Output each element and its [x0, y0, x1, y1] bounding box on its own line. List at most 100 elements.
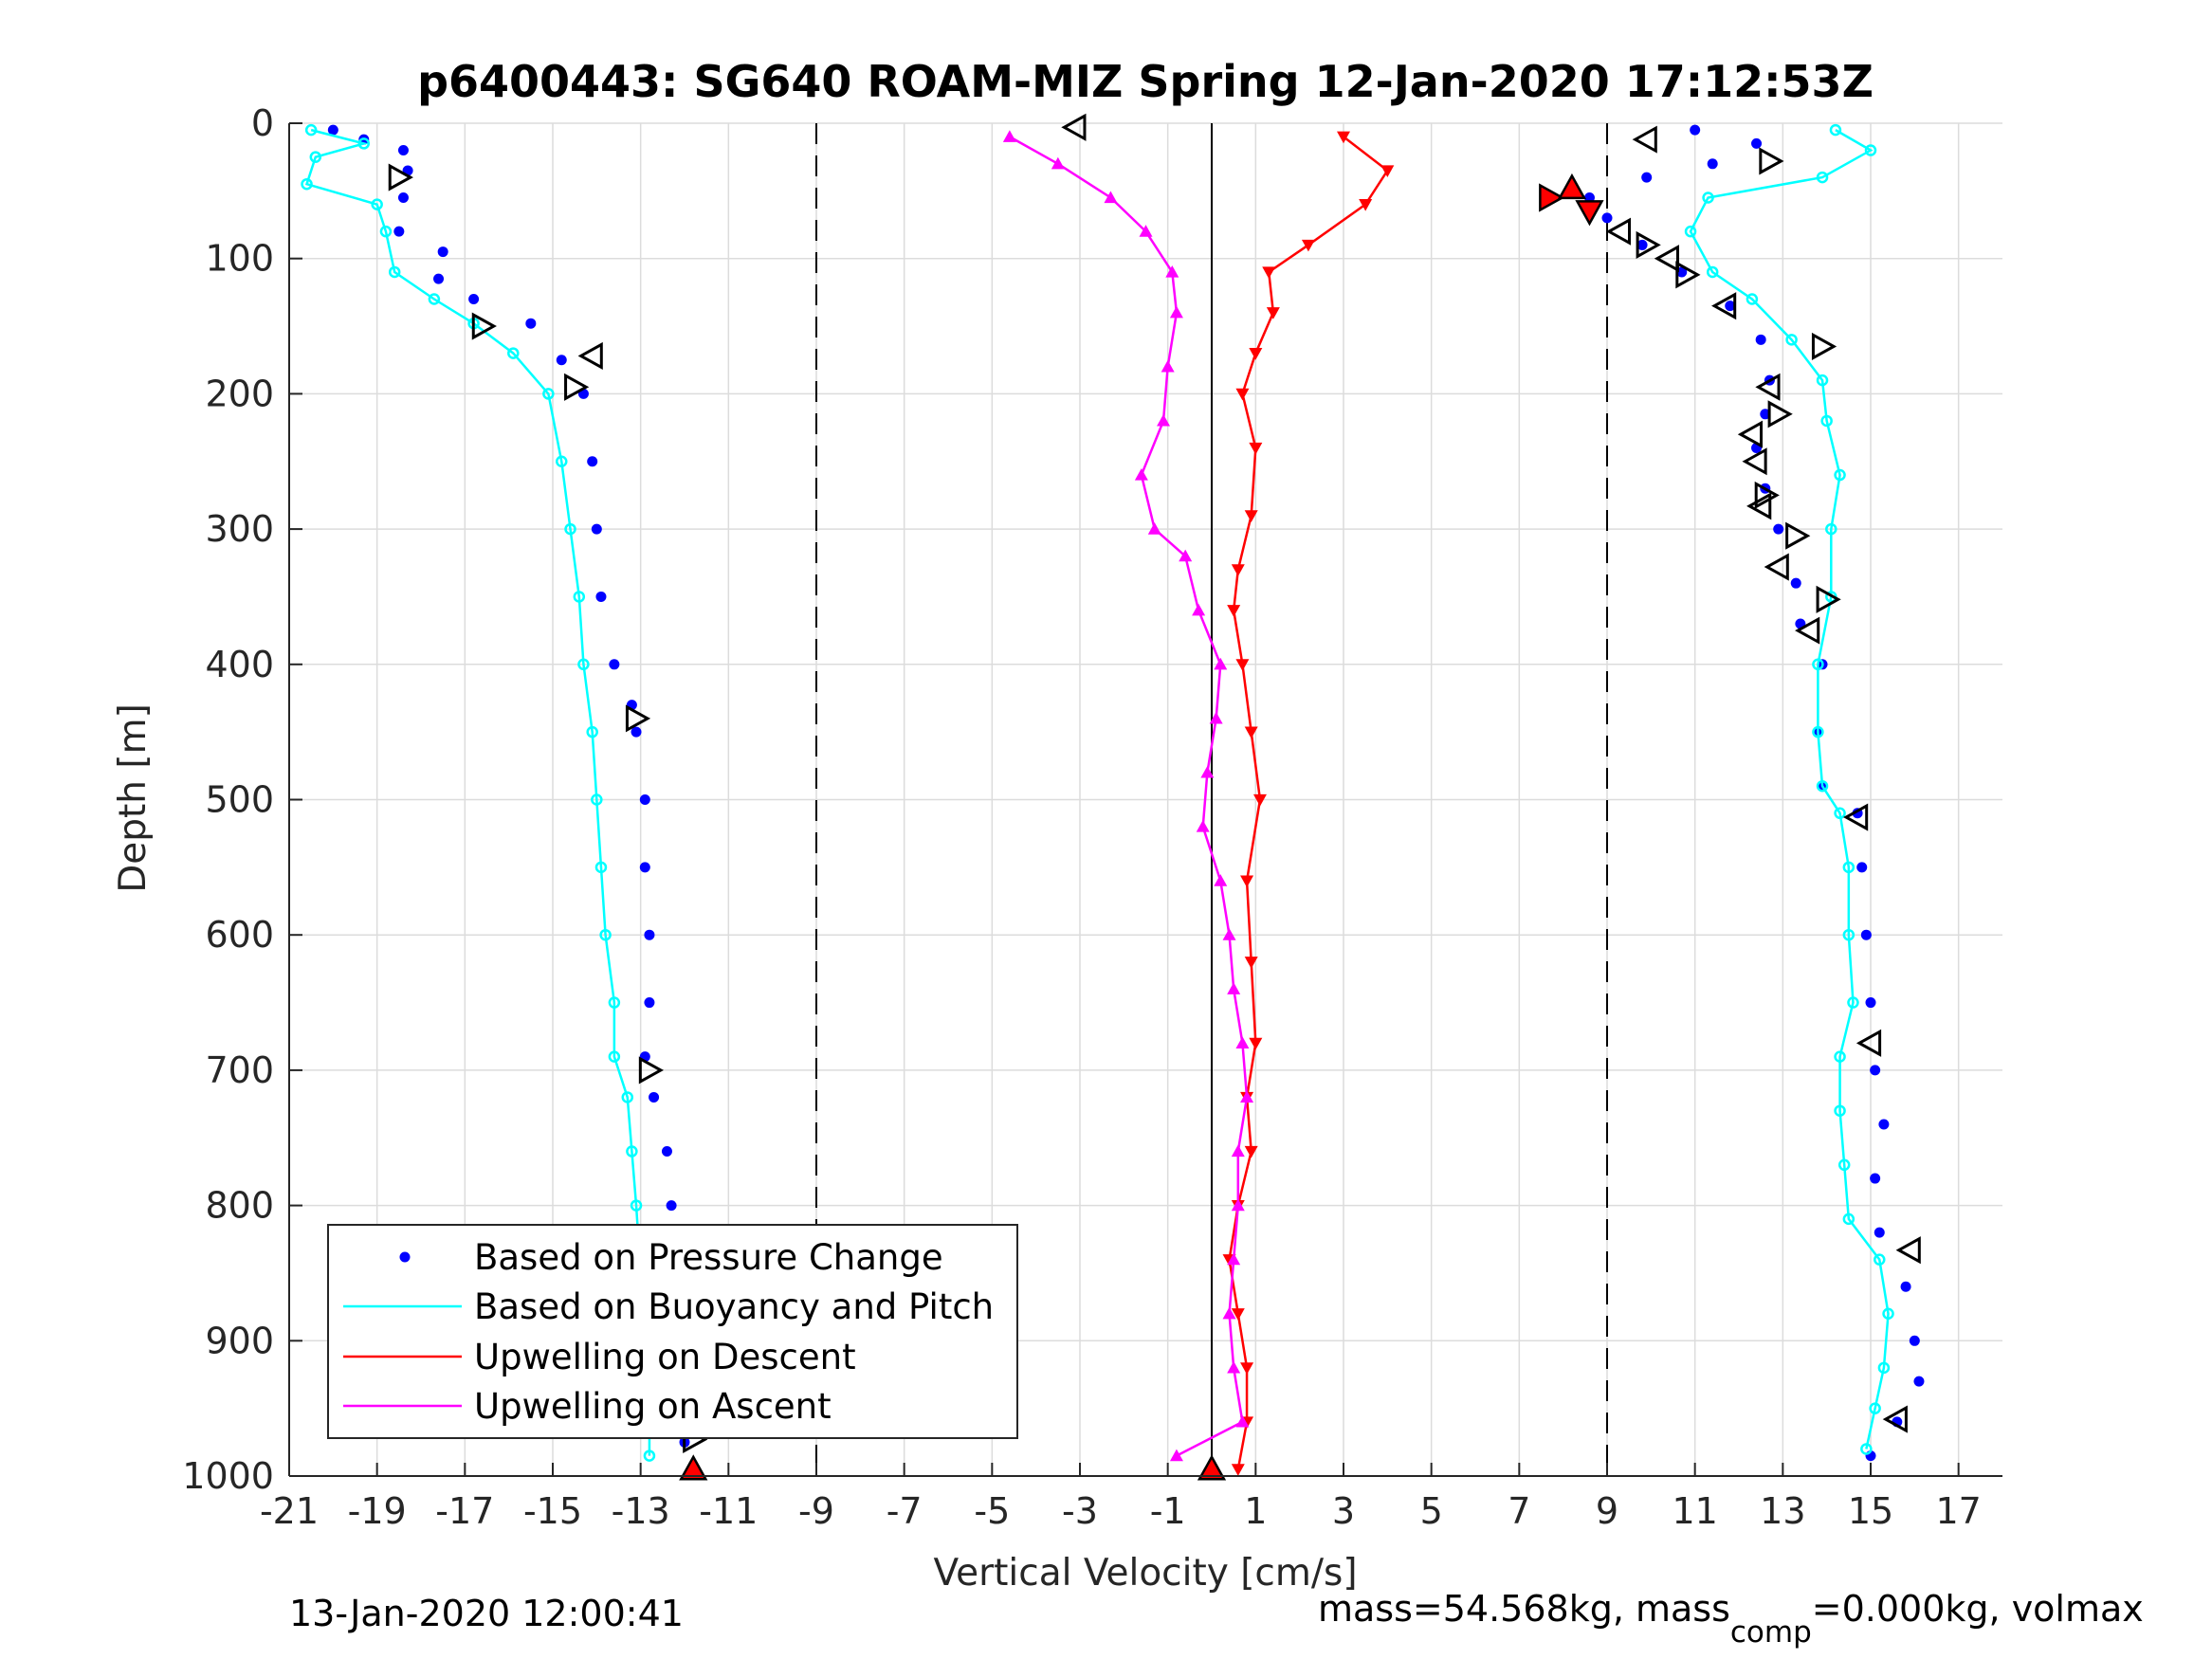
x-tick-label: -9: [798, 1490, 834, 1532]
data-point: [1785, 334, 1798, 346]
data-point: [1231, 1464, 1245, 1476]
event-marker: [1759, 147, 1784, 175]
data-point: [1231, 1308, 1245, 1321]
event-marker: [1764, 553, 1789, 581]
event-marker: [1746, 492, 1772, 520]
x-tick-label: 1: [1244, 1490, 1267, 1532]
data-point: [643, 1449, 656, 1462]
data-point: [1240, 1090, 1254, 1103]
y-tick-label: 400: [205, 644, 274, 685]
x-tick-label: -7: [887, 1490, 923, 1532]
data-point: [1690, 124, 1701, 136]
data-point: [1870, 1065, 1881, 1076]
data-point: [608, 1050, 621, 1063]
data-point: [631, 726, 642, 738]
y-tick-label: 300: [205, 508, 274, 550]
data-point: [1214, 657, 1228, 670]
data-point: [1636, 239, 1648, 250]
data-point: [1842, 1212, 1856, 1226]
data-point: [1829, 123, 1842, 137]
data-point: [1139, 225, 1153, 237]
event-marker: [1767, 400, 1793, 428]
data-point: [1337, 131, 1350, 144]
series-line: [1009, 136, 1249, 1457]
data-point: [1900, 1281, 1911, 1292]
apogee-marker: [1575, 200, 1604, 227]
data-point: [1235, 1036, 1250, 1048]
data-point: [591, 523, 602, 535]
data-point: [1882, 1307, 1894, 1321]
data-point: [1192, 603, 1206, 616]
series-line: [1689, 129, 1890, 1449]
data-point: [1870, 1173, 1881, 1184]
data-point: [1231, 564, 1245, 576]
data-point: [468, 294, 480, 305]
legend: Based on Pressure Change Based on Buoyanc…: [327, 1224, 1018, 1439]
data-point: [1227, 1252, 1241, 1266]
footer-mass-tail: =0.000kg, volmax: [1812, 1588, 2144, 1630]
data-point: [1773, 523, 1784, 535]
data-point: [1249, 1037, 1263, 1050]
data-point: [357, 137, 371, 150]
data-point: [1812, 658, 1824, 671]
data-point: [1837, 1158, 1851, 1172]
data-point: [1909, 1335, 1920, 1346]
data-point: [644, 929, 655, 940]
data-point: [1856, 862, 1868, 873]
x-tick-label: 13: [1760, 1490, 1805, 1532]
data-point: [1227, 982, 1241, 994]
data-point: [1262, 266, 1276, 279]
data-point: [1702, 191, 1714, 204]
data-point: [1249, 442, 1263, 455]
footer-mass: mass=54.568kg, masscomp=0.000kg, volmax: [1318, 1588, 2144, 1650]
event-marker: [1755, 373, 1781, 401]
data-point: [1834, 468, 1846, 482]
series-line: [304, 128, 651, 1456]
data-point: [379, 225, 393, 238]
data-point: [388, 265, 401, 279]
event-marker: [1636, 230, 1661, 259]
data-point: [594, 861, 608, 874]
event-marker: [1785, 521, 1811, 550]
data-point: [556, 355, 567, 366]
event-marker: [1711, 292, 1737, 320]
data-point: [591, 793, 603, 806]
x-tick-label: 5: [1420, 1490, 1443, 1532]
data-point: [1227, 1360, 1241, 1374]
x-tick-label: 17: [1935, 1490, 1981, 1532]
axes: [288, 122, 2002, 1477]
data-point: [1051, 156, 1065, 170]
data-point: [626, 1145, 638, 1158]
data-point: [1860, 929, 1872, 940]
legend-label: Based on Buoyancy and Pitch: [474, 1286, 994, 1327]
data-point: [608, 996, 621, 1009]
data-point: [1359, 199, 1373, 211]
data-point: [1179, 549, 1193, 562]
data-point: [1002, 130, 1016, 142]
data-point: [1227, 605, 1241, 617]
data-point: [587, 456, 598, 467]
data-point: [1235, 659, 1250, 671]
data-point: [1755, 334, 1766, 345]
data-point: [309, 151, 322, 163]
data-point: [1266, 307, 1280, 319]
data-point: [304, 123, 318, 137]
event-marker: [1811, 332, 1837, 361]
data-point: [1134, 468, 1148, 481]
data-point: [1209, 711, 1223, 724]
event-marker: [1737, 420, 1763, 448]
data-point: [1244, 510, 1258, 522]
data-point: [1760, 409, 1771, 420]
data-point: [649, 1091, 660, 1103]
data-point: [639, 794, 650, 805]
data-point: [1169, 1449, 1183, 1462]
data-point: [1684, 225, 1697, 238]
data-point: [577, 658, 590, 671]
data-point: [564, 522, 576, 536]
event-marker: [1843, 803, 1869, 831]
event-marker: [1061, 113, 1087, 141]
data-point: [1877, 1361, 1891, 1375]
data-point: [586, 725, 598, 738]
data-point: [1812, 725, 1824, 738]
footer-mass-sub: comp: [1730, 1615, 1812, 1650]
